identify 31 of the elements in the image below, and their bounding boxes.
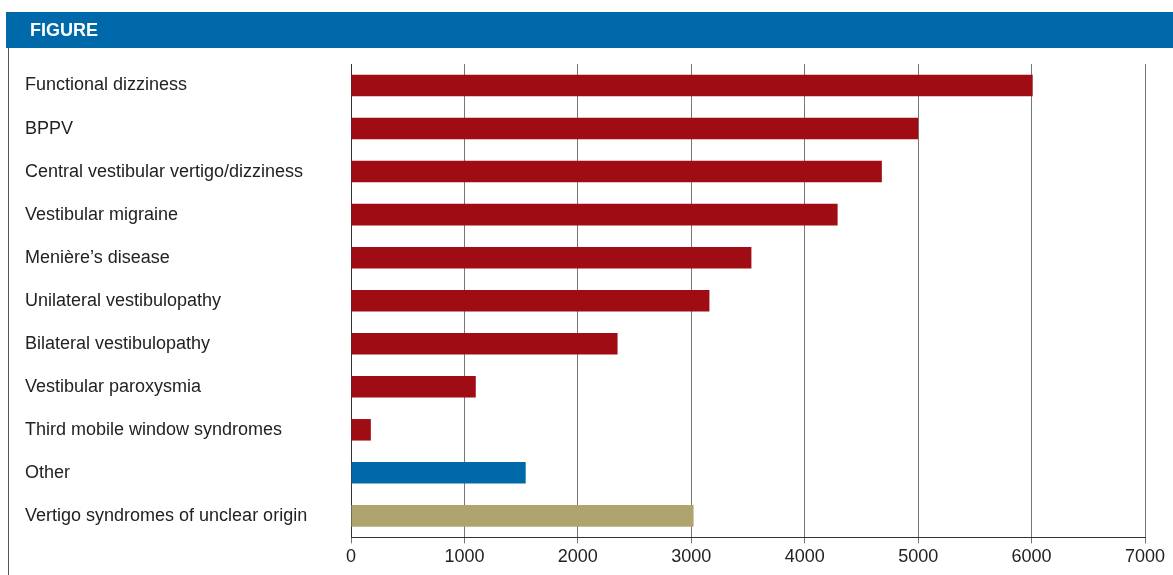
y-tick-label: Vestibular migraine [25, 203, 179, 224]
bar [351, 74, 1033, 97]
y-tick-label: Unilateral vestibulopathy [25, 289, 222, 310]
y-tick-label: Functional dizziness [25, 74, 188, 95]
x-tick-label: 3000 [671, 546, 712, 567]
x-tick-label: 5000 [898, 546, 939, 567]
y-tick-label: Vestibular paroxysmia [25, 375, 203, 396]
bar [351, 203, 838, 226]
y-tick-label: Bilateral vestibulopathy [25, 332, 211, 353]
y-tick-label: Vertigo syndromes of unclear origin [25, 504, 308, 525]
y-tick-label: Menière’s disease [25, 246, 170, 267]
bar [351, 462, 526, 484]
text: FIGURE [6, 12, 1173, 48]
bar [351, 289, 710, 312]
bar [351, 505, 694, 527]
bar [351, 376, 476, 398]
y-tick-label: Central vestibular vertigo/dizziness [25, 160, 304, 181]
x-tick-label: 2000 [557, 546, 598, 567]
bar [351, 160, 882, 183]
x-tick-label: 6000 [1011, 546, 1052, 567]
y-tick-label: BPPV [25, 117, 74, 138]
bar [351, 332, 618, 355]
bar [351, 419, 371, 441]
y-tick-label: Other [25, 461, 71, 482]
bar [351, 117, 919, 140]
y-tick-label: Third mobile window syndromes [25, 418, 283, 439]
x-tick-label: 7000 [1124, 546, 1166, 567]
bar [351, 246, 752, 269]
x-tick-label: 0 [345, 546, 357, 567]
x-tick-label: 1000 [444, 546, 485, 567]
x-tick-label: 4000 [784, 546, 825, 567]
